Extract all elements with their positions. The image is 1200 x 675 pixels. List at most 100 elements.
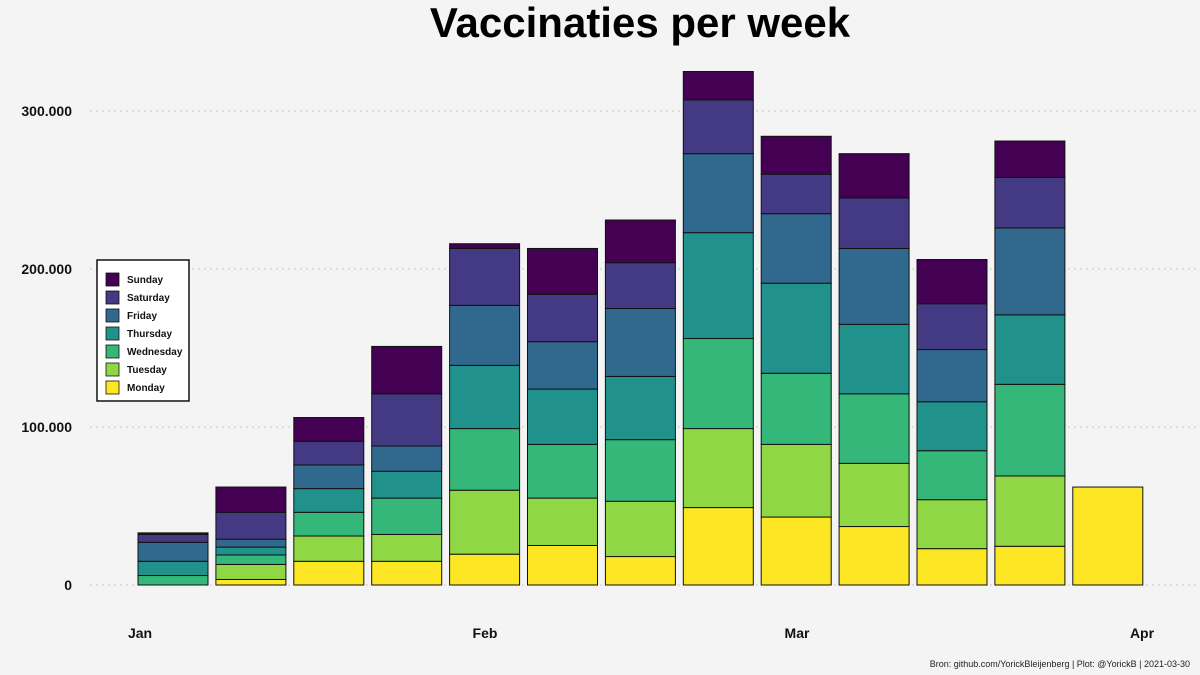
bar-stacks: [137, 71, 1144, 586]
y-axis: 0 100.000 200.000 300.000: [21, 103, 72, 593]
bar-segment-sunday: [760, 135, 832, 175]
bar-segment-monday: [682, 507, 754, 586]
bar-segment-sunday: [994, 140, 1066, 178]
bar-segment-thursday: [449, 364, 521, 430]
bar-segment-wednesday: [994, 383, 1066, 477]
bar-segment-saturday: [371, 393, 443, 447]
bar-segment-monday: [604, 556, 676, 586]
chart-title: Vaccinaties per week: [429, 0, 851, 46]
bar-stack: [916, 259, 988, 586]
bar-segment-friday: [449, 304, 521, 366]
bar-segment-saturday: [682, 99, 754, 155]
bar-segment-tuesday: [682, 428, 754, 509]
bar-segment-wednesday: [916, 450, 988, 501]
bar-segment-wednesday: [371, 497, 443, 535]
bar-stack: [293, 417, 365, 586]
y-tick-label: 300.000: [21, 103, 72, 119]
bar-segment-friday: [137, 541, 209, 562]
bar-segment-monday: [838, 526, 910, 586]
bar-segment-saturday: [215, 511, 287, 540]
bar-segment-friday: [371, 445, 443, 472]
bar-segment-tuesday: [760, 443, 832, 518]
bar-stack: [449, 243, 521, 586]
legend-label: Saturday: [127, 293, 170, 304]
y-tick-label: 100.000: [21, 419, 72, 435]
bar-segment-thursday: [215, 546, 287, 556]
bar-segment-wednesday: [293, 511, 365, 537]
bar-segment-tuesday: [215, 563, 287, 580]
bar-segment-friday: [215, 538, 287, 548]
bar-segment-sunday: [527, 247, 598, 295]
bar-segment-sunday: [137, 532, 209, 535]
x-tick-label: Mar: [785, 625, 810, 641]
bar-segment-thursday: [838, 323, 910, 395]
bar-segment-sunday: [604, 219, 676, 264]
bar-segment-friday: [760, 213, 832, 284]
legend-swatch: [105, 308, 120, 323]
bar-segment-saturday: [838, 197, 910, 249]
bar-segment-thursday: [527, 388, 598, 445]
bar-segment-monday: [293, 560, 365, 586]
bar-segment-sunday: [682, 71, 754, 101]
bar-segment-thursday: [293, 488, 365, 513]
legend-label: Tuesday: [127, 365, 167, 376]
bar-stack: [604, 219, 676, 586]
legend-label: Sunday: [127, 275, 164, 286]
bar-segment-saturday: [293, 440, 365, 466]
bar-segment-thursday: [682, 232, 754, 340]
bar-stack: [838, 153, 910, 586]
legend-label: Friday: [127, 311, 157, 322]
x-tick-label: Apr: [1130, 625, 1155, 641]
bar-segment-wednesday: [838, 393, 910, 464]
bar-segment-monday: [994, 545, 1066, 586]
x-axis: Jan Feb Mar Apr: [128, 625, 1155, 641]
bar-segment-sunday: [293, 417, 365, 442]
bar-stack: [527, 247, 598, 586]
bar-segment-saturday: [137, 533, 209, 543]
bar-stack: [682, 71, 754, 586]
bar-segment-sunday: [371, 345, 443, 395]
legend-label: Thursday: [127, 329, 172, 340]
legend-swatch: [105, 362, 120, 377]
legend-swatch: [105, 290, 120, 305]
bar-segment-tuesday: [838, 462, 910, 528]
bar-segment-thursday: [371, 470, 443, 499]
y-tick-label: 200.000: [21, 261, 72, 277]
bar-segment-monday: [371, 560, 443, 586]
bar-segment-monday: [916, 548, 988, 586]
bar-stack: [215, 486, 287, 586]
bar-segment-friday: [682, 153, 754, 234]
bar-stack: [760, 135, 832, 586]
legend-label: Wednesday: [127, 347, 183, 358]
bar-segment-tuesday: [604, 500, 676, 558]
bar-segment-friday: [604, 308, 676, 377]
bar-segment-wednesday: [215, 554, 287, 565]
bar-segment-wednesday: [527, 443, 598, 499]
bar-segment-sunday: [916, 259, 988, 305]
bar-segment-saturday: [994, 176, 1066, 229]
bar-stack: [994, 140, 1066, 586]
legend-swatch: [105, 272, 120, 287]
legend-label: Monday: [127, 383, 165, 394]
bar-segment-saturday: [604, 262, 676, 309]
bar-stack: [137, 532, 209, 586]
bar-segment-thursday: [916, 401, 988, 452]
bar-segment-saturday: [527, 293, 598, 343]
legend-swatch: [105, 380, 120, 395]
bar-segment-saturday: [916, 303, 988, 351]
legend-swatch: [105, 344, 120, 359]
bar-segment-monday: [215, 578, 287, 586]
source-caption: Bron: github.com/YorickBleijenberg | Plo…: [929, 659, 1190, 669]
bar-segment-saturday: [760, 173, 832, 215]
bar-segment-wednesday: [137, 575, 209, 586]
bar-segment-sunday: [838, 153, 910, 199]
legend-swatch: [105, 326, 120, 341]
bar-segment-thursday: [137, 560, 209, 577]
legend: Sunday Saturday Friday Thursday Wednesday Tue…: [96, 259, 190, 402]
bar-segment-friday: [293, 464, 365, 490]
y-tick-label: 0: [64, 577, 72, 593]
x-tick-label: Feb: [473, 625, 498, 641]
bar-segment-tuesday: [449, 489, 521, 555]
bar-segment-tuesday: [293, 535, 365, 562]
bar-segment-friday: [838, 247, 910, 325]
